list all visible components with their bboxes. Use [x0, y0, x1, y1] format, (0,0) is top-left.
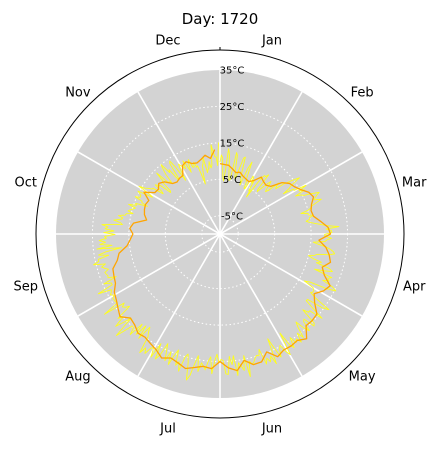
spoke-line — [219, 233, 303, 377]
spoke-line — [219, 91, 303, 235]
month-label: Sep — [14, 280, 39, 295]
chart-title: Day: 1720 — [182, 10, 259, 28]
ring-line — [201, 215, 239, 253]
spoke-line — [219, 233, 363, 317]
month-label: Jan — [261, 33, 282, 48]
angular-tick-labels: Jan Feb Mar Apr May Jun Jul Aug Sep Oct Nov Dec — [14, 33, 428, 436]
ring-line — [128, 142, 312, 326]
radial-tick-labels: -5°C 5°C 15°C 25°C 35°C — [220, 66, 245, 223]
radial-tick-label: -5°C — [221, 211, 243, 222]
month-label: Nov — [65, 85, 91, 100]
month-label: Feb — [351, 85, 374, 100]
spoke-line — [137, 91, 221, 235]
radial-tick-label: 5°C — [223, 175, 241, 186]
month-label: Jun — [261, 422, 282, 437]
month-label: Dec — [155, 33, 180, 48]
radial-tick-label: 35°C — [220, 66, 245, 77]
ring-line — [164, 178, 276, 290]
month-label: Apr — [403, 280, 426, 295]
month-label: May — [349, 370, 376, 385]
series-trend-line — [112, 149, 332, 372]
series-lines — [93, 142, 340, 381]
spoke-line — [77, 233, 221, 317]
spoke-line — [137, 233, 221, 377]
month-label: Jul — [159, 422, 176, 437]
month-label: Oct — [15, 176, 37, 191]
radial-tick-label: 25°C — [220, 102, 245, 113]
month-label: Mar — [402, 176, 427, 191]
spoke-line — [219, 151, 363, 235]
month-label: Aug — [65, 370, 90, 385]
polar-frame — [35, 47, 405, 419]
radial-tick-label: 15°C — [220, 138, 245, 149]
